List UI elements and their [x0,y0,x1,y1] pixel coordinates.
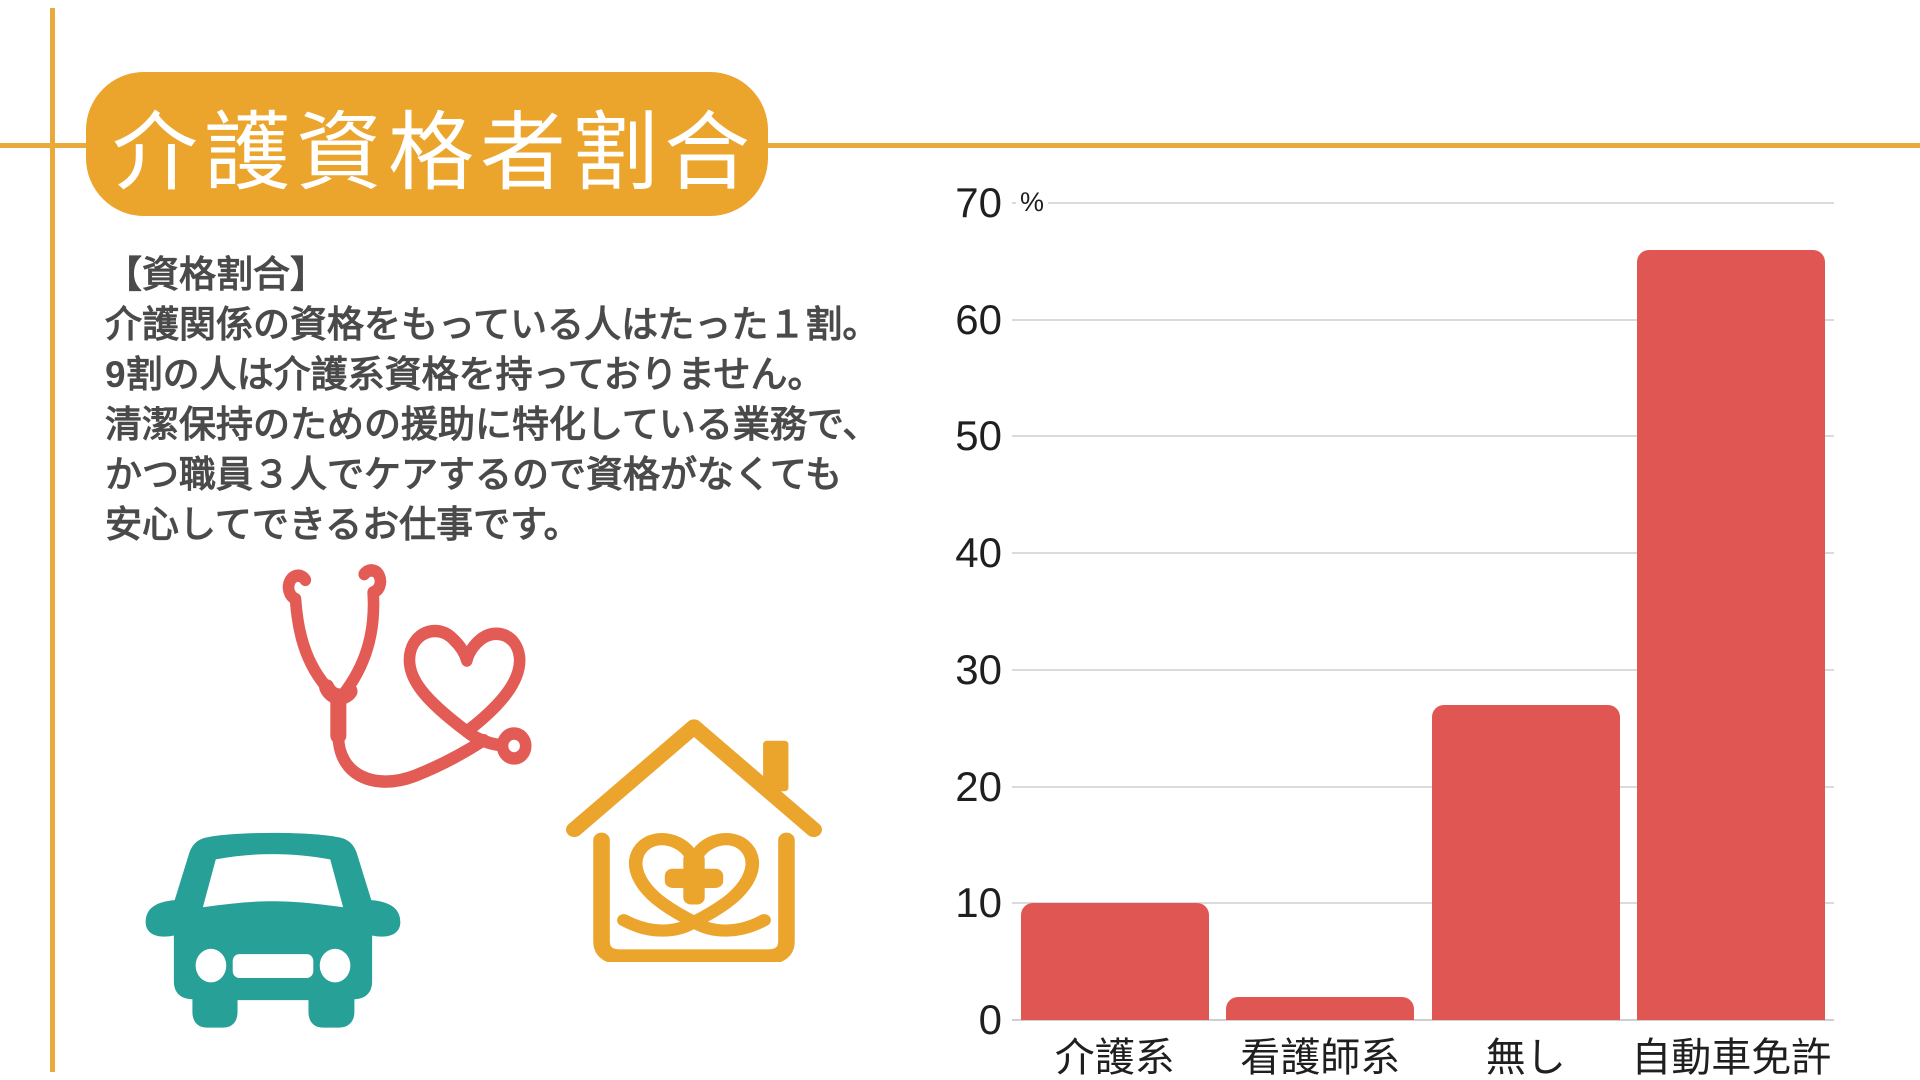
x-axis-label-看護師系: 看護師系 [1240,1036,1401,1080]
description-block: 【資格割合】 介護関係の資格をもっている人はたった１割。 9割の人は介護系資格を… [105,250,905,550]
y-axis-tick-0: 0 [978,996,1002,1043]
gridline-30 [1012,668,1834,671]
y-axis-tick-20: 20 [955,762,1002,810]
car-icon [145,832,401,1028]
description-line: 清潔保持のための援助に特化している業務で、 [105,404,880,445]
house-heart-cross-icon [566,719,822,962]
bar-無し [1431,704,1620,1020]
horizontal-accent-line [0,143,1920,148]
chimney [763,740,789,792]
x-axis-label-介護系: 介護系 [1054,1036,1175,1080]
y-axis-unit: % [1016,185,1049,219]
description-line: 9割の人は介護系資格を持っておりません。 [105,354,825,395]
y-axis-tick-60: 60 [955,295,1002,343]
cross-horizontal [664,868,724,888]
x-axis-label-自動車免許: 自動車免許 [1631,1036,1832,1080]
gridline-40 [1012,552,1834,555]
vertical-accent-line [50,8,55,1072]
description-line: 安心してできるお仕事です。 [105,504,581,545]
y-axis-tick-40: 40 [955,529,1002,577]
page-title: 介護資格者割合 [112,104,756,201]
bar-看護師系 [1226,996,1415,1020]
title-badge: 介護資格者割合 [86,72,768,216]
description-line: かつ職員３人でケアするので資格がなくても [105,454,843,495]
y-axis-tick-50: 50 [955,412,1002,460]
windshield [202,854,344,908]
headlight-left [195,948,227,983]
gridline-60 [1012,318,1834,321]
bar-介護系 [1020,903,1209,1020]
description-line: 介護関係の資格をもっている人はたった１割。 [105,304,880,345]
grille [232,954,314,979]
gridline-50 [1012,435,1834,438]
gridline-70 [1012,202,1834,204]
y-axis-tick-70: 70 [955,179,1002,226]
x-axis-label-無し: 無し [1485,1036,1566,1080]
gridline-20 [1012,785,1834,788]
gridline-10 [1012,902,1834,905]
bar-自動車免許 [1637,249,1826,1020]
description-line: 【資格割合】 [105,254,327,295]
x-axis-line [1012,1019,1834,1021]
y-axis-tick-30: 30 [955,645,1002,693]
stethoscope-heart-icon [282,564,532,788]
y-axis-tick-10: 10 [955,879,1002,927]
headlight-right [319,948,351,983]
